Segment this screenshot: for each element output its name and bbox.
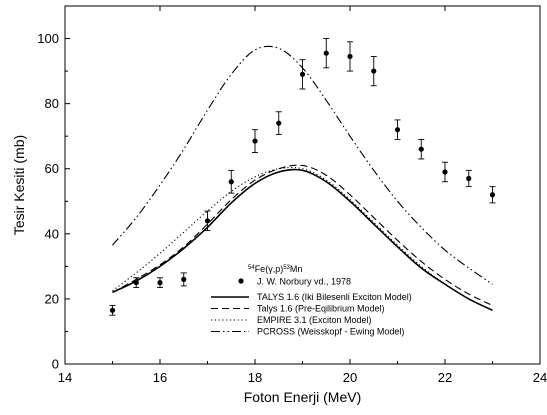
x-axis-label: Foton Enerji (MeV) — [244, 389, 361, 405]
point-marker — [323, 50, 329, 56]
x-tick-label: 18 — [248, 370, 262, 385]
data-point — [442, 161, 448, 183]
point-marker — [394, 127, 401, 133]
point-marker — [133, 280, 139, 286]
data-point — [275, 111, 282, 136]
data-point — [133, 277, 140, 288]
point-marker — [418, 146, 424, 152]
y-tick-label: 40 — [45, 226, 59, 241]
point-marker — [371, 68, 377, 74]
x-tick-label: 22 — [438, 370, 452, 385]
y-tick-label: 60 — [45, 161, 59, 176]
point-marker — [299, 71, 306, 77]
legend-title: 54Fe(γ,p)53Mn — [248, 264, 302, 274]
data-point — [418, 138, 425, 160]
point-marker — [181, 276, 187, 282]
data-point — [204, 210, 211, 232]
data-point — [323, 38, 330, 69]
point-marker — [489, 192, 496, 198]
series-line-talys-pre-equilibrium — [112, 164, 493, 306]
series-line-talys-exciton — [112, 168, 493, 312]
y-tick-label: 0 — [52, 357, 59, 372]
data-point — [394, 119, 401, 140]
legend-label-experimental: J. W. Norbury vd., 1978 — [257, 277, 351, 287]
data-point — [228, 169, 235, 194]
x-tick-label: 20 — [343, 370, 357, 385]
x-tick-label: 16 — [153, 370, 167, 385]
data-point — [370, 55, 377, 87]
data-point — [252, 129, 258, 153]
point-marker — [276, 120, 282, 126]
legend: 54Fe(γ,p)53Mn J. W. Norbury vd., 1978 TA… — [211, 264, 412, 337]
data-point — [157, 277, 163, 288]
x-tick-label: 24 — [533, 370, 547, 385]
point-marker — [228, 179, 234, 185]
point-marker — [442, 169, 448, 175]
legend-label-empire-exciton: EMPIRE 3.1 (Exciton Model) — [257, 315, 372, 325]
data-point — [109, 304, 116, 316]
point-marker — [466, 175, 472, 182]
data-point — [489, 186, 496, 204]
data-point — [347, 41, 353, 72]
y-tick-label: 20 — [45, 291, 59, 306]
experimental-points — [109, 38, 496, 316]
point-marker — [157, 280, 163, 286]
data-point — [180, 272, 187, 287]
y-axis: 0 20 40 60 80 100 — [37, 31, 70, 372]
point-marker — [347, 53, 353, 60]
legend-label-talys-pre-equilibrium: Talys 1.6 (Pre-Eqilibrium Model) — [257, 304, 385, 314]
point-marker — [204, 218, 211, 224]
legend-label-talys-exciton: TALYS 1.6 (Iki Bilesenli Exciton Model) — [257, 292, 412, 302]
x-axis: 14 16 18 20 22 24 — [58, 6, 547, 385]
point-marker — [252, 138, 258, 144]
legend-label-pcross-weisskopf-ewing: PCROSS (Weisskopf - Ewing Model) — [257, 327, 404, 337]
data-point — [465, 169, 472, 188]
data-point — [299, 59, 306, 90]
y-axis-label: Tesir Kesiti (mb) — [11, 135, 27, 235]
point-marker — [109, 307, 116, 313]
series-line-empire-exciton — [112, 166, 493, 311]
y-tick-label: 80 — [45, 96, 59, 111]
x-tick-label: 14 — [58, 370, 72, 385]
y-tick-label: 100 — [37, 31, 59, 46]
legend-marker-experimental — [238, 278, 244, 284]
